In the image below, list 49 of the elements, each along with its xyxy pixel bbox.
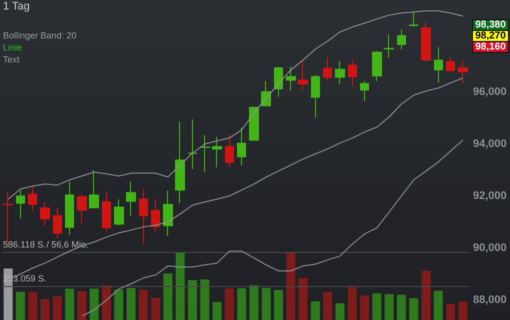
- annotation: Bollinger Band: 20: [3, 30, 77, 40]
- candlestick: [139, 188, 148, 244]
- candlestick: [28, 186, 37, 212]
- candlestick: [446, 58, 455, 72]
- candlestick: [434, 46, 443, 84]
- candlestick: [77, 194, 87, 224]
- candlestick: [212, 136, 222, 168]
- candlestick: [188, 118, 197, 170]
- candlestick: [200, 134, 210, 172]
- candlestick: [126, 181, 136, 217]
- text: 98,160: [475, 42, 506, 52]
- candlestick: [458, 60, 468, 84]
- candlestick: [298, 60, 308, 92]
- candlestick: [372, 50, 382, 82]
- candlestick: [175, 121, 185, 204]
- annotation: Text: [3, 54, 20, 64]
- y-tick-label: 96,000: [473, 86, 507, 98]
- candlestick: [65, 181, 74, 236]
- candlestick: [102, 190, 111, 232]
- annotation: Linie: [3, 42, 22, 52]
- text: 98,380: [475, 20, 506, 30]
- candlestick: [89, 170, 99, 209]
- y-tick-label: 92,000: [473, 190, 507, 202]
- candlestick: [421, 21, 431, 62]
- candlestick: [151, 198, 160, 232]
- candlestick: [360, 80, 369, 102]
- candlestick: [114, 198, 124, 226]
- y2-tick-label: 586.118 S.: [3, 239, 46, 250]
- candlestick: [53, 207, 62, 239]
- candlestick: [348, 60, 357, 86]
- candlestick: [323, 56, 332, 82]
- candlestick: [286, 66, 296, 92]
- candlestick: [225, 134, 234, 168]
- y-tick-label: 94,000: [473, 138, 507, 150]
- text: 98,270: [475, 30, 506, 42]
- candlestick: [237, 127, 246, 166]
- candlestick: [384, 34, 394, 58]
- chart-title: 1 Tag: [3, 0, 30, 12]
- candlestick: [40, 202, 50, 226]
- candlestick: [397, 28, 406, 50]
- candlestick: [335, 60, 345, 84]
- y-tick-label: 90,000: [473, 242, 507, 254]
- candlestick: [249, 106, 259, 142]
- candlestick: [311, 74, 320, 118]
- candlestick: [274, 66, 283, 98]
- candlestick: [409, 12, 418, 28]
- candlestick: [16, 190, 25, 219]
- candlestick: [163, 190, 173, 237]
- y-tick-label: 88,000: [473, 294, 507, 306]
